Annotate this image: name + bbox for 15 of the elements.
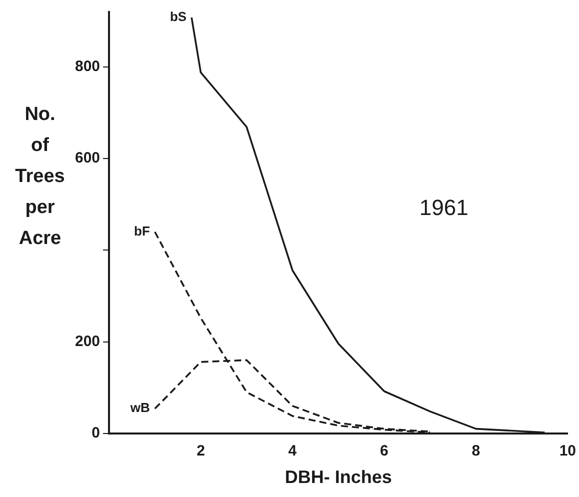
series-label: wB [129, 400, 150, 416]
y-tick-label: 200 [74, 332, 100, 350]
series-label: bF [134, 223, 150, 238]
x-tick-label: 6 [380, 442, 388, 460]
y-tick-label: 600 [74, 150, 100, 167]
annotation: 1961 [419, 195, 468, 220]
y-tick-label: 0 [92, 424, 100, 442]
series-label: bS [170, 9, 187, 24]
y-axis-title: No. of Trees per Acre [15, 104, 65, 250]
x-tick-label: 10 [559, 442, 576, 460]
x-tick-label: 2 [196, 442, 205, 460]
y-tick-label: 800 [74, 58, 100, 76]
x-tick-label: 4 [288, 442, 298, 460]
x-tick-label: 8 [472, 442, 480, 460]
x-axis-title: DBH- Inches [284, 467, 392, 488]
